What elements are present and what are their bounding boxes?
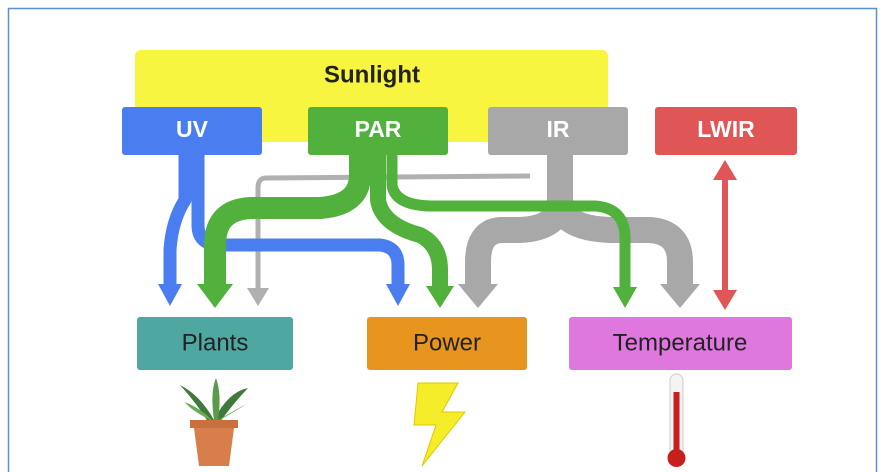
power-label: Power xyxy=(413,329,481,356)
flows xyxy=(158,150,737,310)
arrowhead xyxy=(713,160,737,180)
flow-par-plants xyxy=(204,150,371,285)
uv-label: UV xyxy=(176,116,209,142)
arrowhead xyxy=(426,286,454,308)
arrowhead xyxy=(158,284,182,306)
arrowhead xyxy=(386,284,410,306)
arrowhead xyxy=(458,284,498,308)
thermometer-icon xyxy=(667,373,686,467)
plants-box xyxy=(137,317,293,370)
flow-uv-power xyxy=(191,150,405,285)
lwir-label: LWIR xyxy=(697,116,755,142)
arrowhead xyxy=(197,284,233,308)
lightning-icon xyxy=(413,382,467,467)
temperature-box xyxy=(569,317,792,370)
arrowhead xyxy=(713,290,737,310)
flow-ir-plants xyxy=(255,173,531,288)
power-box xyxy=(367,317,527,370)
plant-icon xyxy=(180,378,248,466)
par-box xyxy=(308,107,448,155)
flow-par-power xyxy=(370,150,448,287)
temperature-label: Temperature xyxy=(613,329,748,356)
lwir-box xyxy=(655,107,797,155)
sunlight-label: Sunlight xyxy=(324,61,420,88)
arrowhead xyxy=(613,287,637,308)
ir-box xyxy=(488,107,628,155)
uv-box xyxy=(122,107,262,155)
flow-par-temperature xyxy=(386,150,631,288)
arrowhead xyxy=(660,284,700,308)
arrowhead xyxy=(247,288,269,306)
plants-label: Plants xyxy=(182,329,249,356)
par-label: PAR xyxy=(355,116,402,142)
ir-label: IR xyxy=(547,116,570,142)
flow-uv-plants xyxy=(163,150,192,285)
